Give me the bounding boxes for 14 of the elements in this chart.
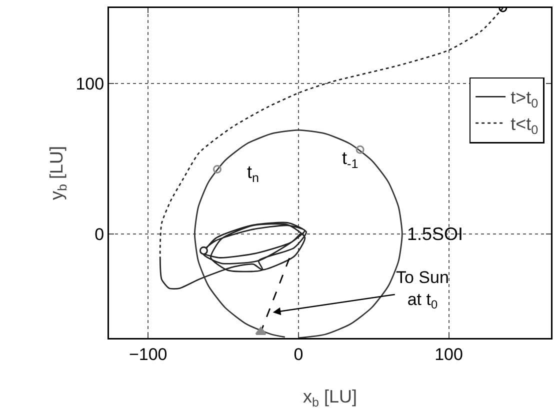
x-tick-label: 0 <box>294 344 304 364</box>
point <box>356 145 364 154</box>
x-tick-label: −100 <box>128 344 168 364</box>
point <box>212 164 222 174</box>
x-tick-label: 100 <box>434 344 463 364</box>
x-axis-title: x$_{b}$ [LU] <box>302 386 358 410</box>
legend-label: t<t$_{0}$ <box>510 114 538 137</box>
annotation: t$_{n}$ <box>247 162 260 185</box>
annotation: To Sun at t$_{0}$ <box>396 268 449 312</box>
legend-label: t>t$_{0}$ <box>510 88 538 110</box>
point <box>255 326 266 335</box>
annotation: 1.5SOI <box>407 224 464 244</box>
point <box>199 246 208 255</box>
annotation: t$_{-1}$ <box>342 148 358 171</box>
